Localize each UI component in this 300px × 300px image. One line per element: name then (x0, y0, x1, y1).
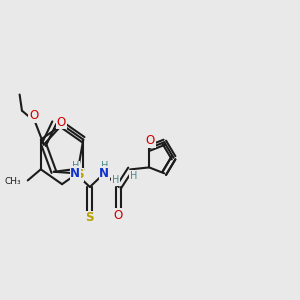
Text: N: N (70, 167, 80, 180)
Text: O: O (29, 109, 38, 122)
Text: H: H (112, 176, 119, 185)
Text: H: H (72, 161, 79, 171)
Text: H: H (101, 161, 108, 171)
Text: S: S (75, 168, 83, 182)
Text: O: O (114, 209, 123, 222)
Text: S: S (85, 212, 94, 224)
Text: N: N (99, 167, 109, 180)
Text: H: H (130, 171, 137, 181)
Text: O: O (56, 116, 66, 129)
Text: O: O (146, 134, 155, 147)
Text: CH₃: CH₃ (5, 177, 22, 186)
